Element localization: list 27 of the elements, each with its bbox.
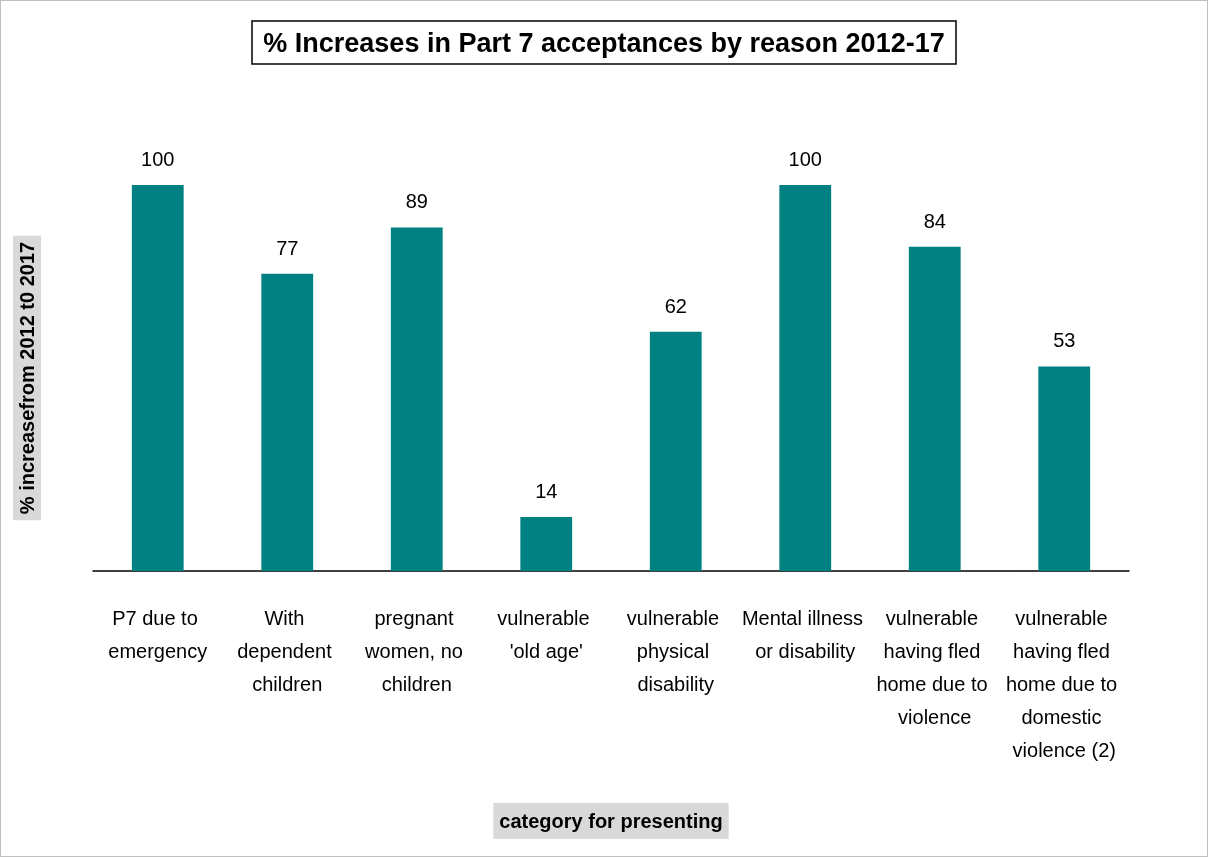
x-tick-label: vulnerable physical disability	[626, 606, 725, 695]
x-tick-label: With dependent children	[237, 606, 338, 695]
chart-title: % Increases in Part 7 acceptances by reason 2012-17	[263, 27, 945, 58]
x-tick-label: P7 due to emergency	[108, 606, 208, 662]
data-label: 89	[405, 190, 428, 213]
bar	[520, 516, 573, 571]
bar	[1038, 366, 1091, 571]
bar	[261, 273, 314, 571]
data-label: 84	[923, 209, 946, 232]
x-tick-label: vulnerable having fled home due to domestic violence (2)	[1005, 606, 1123, 761]
x-axis-title: category for presenting	[499, 810, 723, 832]
bar	[779, 185, 832, 571]
x-tick-label: vulnerable having fled home due to violence	[876, 606, 994, 728]
bar	[390, 227, 443, 571]
data-label: 14	[535, 479, 558, 502]
bar	[131, 185, 184, 571]
x-tick-label: vulnerable 'old age'	[497, 606, 596, 662]
bar	[908, 246, 961, 571]
y-axis-title: % increasefrom 2012 t0 2017	[16, 241, 38, 515]
data-label: 62	[664, 294, 687, 317]
bar	[649, 331, 702, 571]
x-tick-label: Mental illness or disability	[741, 606, 869, 662]
data-label: 100	[788, 148, 822, 170]
data-label: 77	[276, 236, 299, 259]
data-label: 100	[141, 148, 175, 170]
x-tick-label: pregnant women, no children	[364, 606, 469, 695]
data-label: 53	[1053, 329, 1076, 352]
